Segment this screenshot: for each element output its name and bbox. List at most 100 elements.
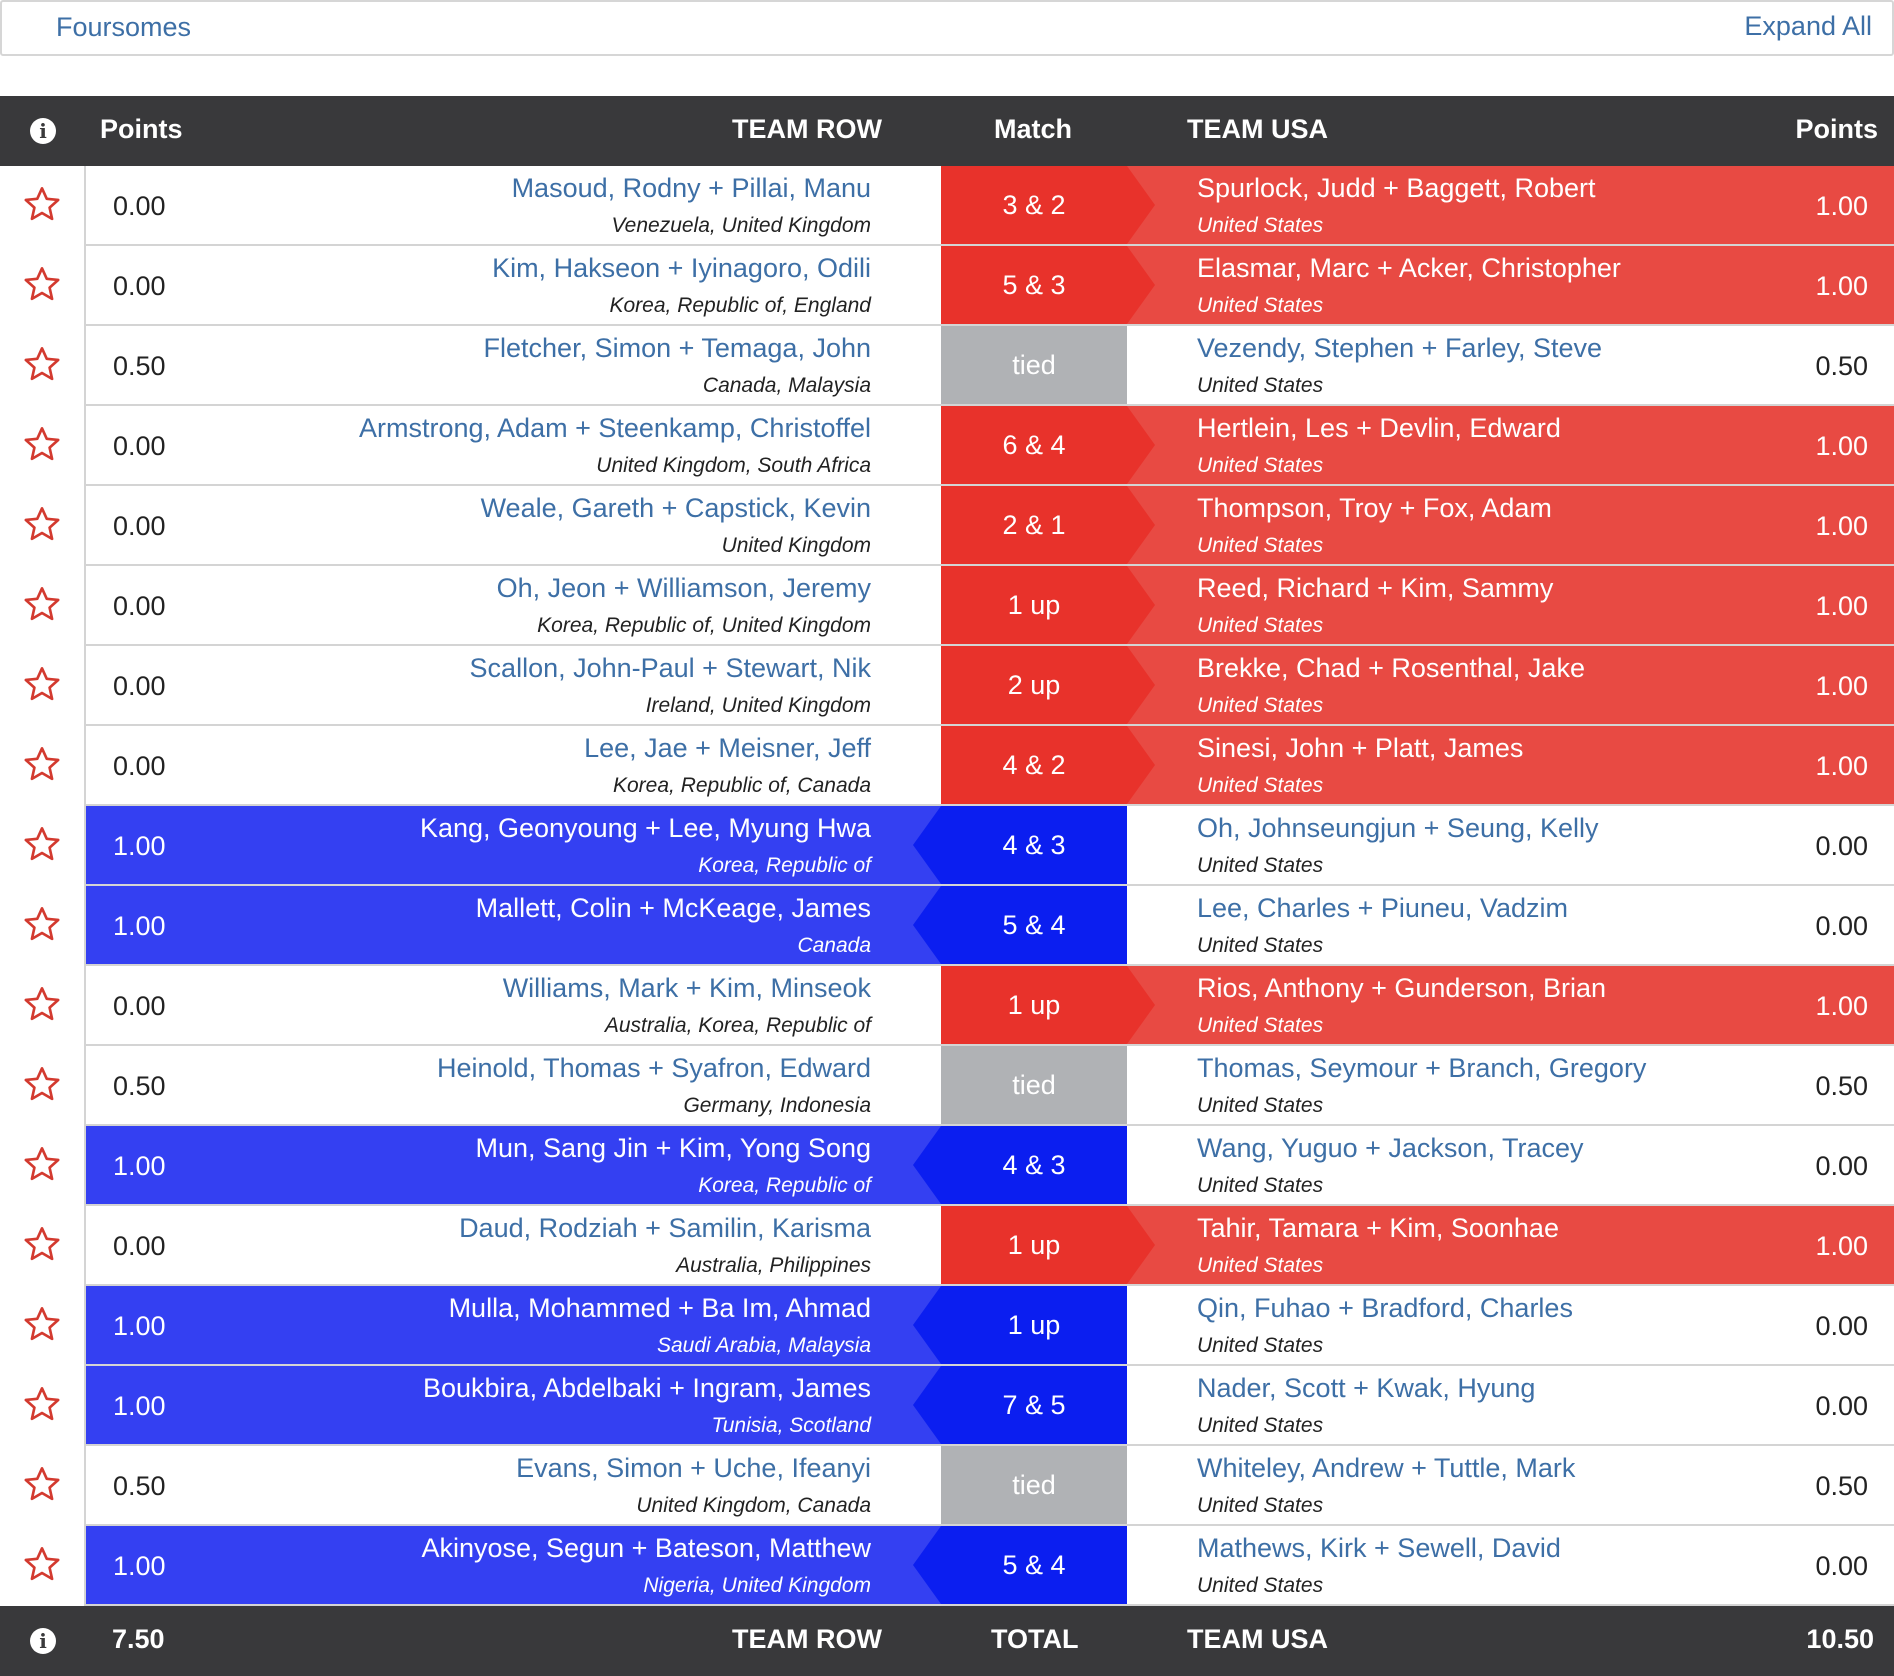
match-row[interactable]: 0.00 Kim, Hakseon + Iyinagoro, Odili Kor… — [0, 246, 1894, 326]
usa-players-link[interactable]: Thompson, Troy + Fox, Adam — [1197, 493, 1552, 523]
star-icon[interactable] — [22, 824, 62, 869]
row-players-link[interactable]: Weale, Gareth + Capstick, Kevin — [480, 493, 871, 523]
match-row[interactable]: 1.00 Akinyose, Segun + Bateson, Matthew … — [0, 1526, 1894, 1606]
star-icon[interactable] — [22, 744, 62, 789]
row-players-link[interactable]: Heinold, Thomas + Syafron, Edward — [437, 1053, 871, 1083]
match-row[interactable]: 1.00 Mallett, Colin + McKeage, James Can… — [0, 886, 1894, 966]
row-players-link[interactable]: Oh, Jeon + Williamson, Jeremy — [496, 573, 871, 603]
usa-players-link[interactable]: Oh, Johnseungjun + Seung, Kelly — [1197, 813, 1599, 843]
match-row[interactable]: 1.00 Mun, Sang Jin + Kim, Yong Song Kore… — [0, 1126, 1894, 1206]
star-icon[interactable] — [22, 184, 62, 229]
match-row[interactable]: 0.50 Heinold, Thomas + Syafron, Edward G… — [0, 1046, 1894, 1126]
match-result[interactable]: 6 & 4 — [941, 406, 1127, 484]
info-icon[interactable]: i — [30, 118, 56, 144]
match-result[interactable]: 5 & 4 — [941, 886, 1127, 964]
usa-players-link[interactable]: Mathews, Kirk + Sewell, David — [1197, 1533, 1561, 1563]
match-row[interactable]: 1.00 Boukbira, Abdelbaki + Ingram, James… — [0, 1366, 1894, 1446]
star-icon[interactable] — [22, 1064, 62, 1109]
usa-players-link[interactable]: Vezendy, Stephen + Farley, Steve — [1197, 333, 1602, 363]
usa-win-arrow — [1127, 406, 1155, 484]
usa-players-link[interactable]: Elasmar, Marc + Acker, Christopher — [1197, 253, 1621, 283]
row-players-link[interactable]: Masoud, Rodny + Pillai, Manu — [511, 173, 871, 203]
row-points: 1.00 — [113, 1391, 166, 1421]
star-icon[interactable] — [22, 584, 62, 629]
usa-win-arrow — [1127, 246, 1155, 324]
match-result[interactable]: 2 up — [941, 646, 1127, 724]
row-players-link[interactable]: Mulla, Mohammed + Ba Im, Ahmad — [448, 1293, 871, 1323]
footer-info-icon[interactable]: i — [30, 1628, 56, 1654]
match-result[interactable]: 3 & 2 — [941, 166, 1127, 244]
match-row[interactable]: 0.00 Oh, Jeon + Williamson, Jeremy Korea… — [0, 566, 1894, 646]
match-row[interactable]: 1.00 Kang, Geonyoung + Lee, Myung Hwa Ko… — [0, 806, 1894, 886]
match-result[interactable]: 2 & 1 — [941, 486, 1127, 564]
match-row[interactable]: 0.00 Weale, Gareth + Capstick, Kevin Uni… — [0, 486, 1894, 566]
star-icon[interactable] — [22, 504, 62, 549]
usa-players-link[interactable]: Sinesi, John + Platt, James — [1197, 733, 1524, 763]
row-players-link[interactable]: Scallon, John-Paul + Stewart, Nik — [469, 653, 871, 683]
expand-all-link[interactable]: Expand All — [1744, 11, 1872, 41]
match-result[interactable]: tied — [941, 1046, 1127, 1124]
usa-players-link[interactable]: Hertlein, Les + Devlin, Edward — [1197, 413, 1561, 443]
row-players-link[interactable]: Mallett, Colin + McKeage, James — [475, 893, 871, 923]
star-icon[interactable] — [22, 424, 62, 469]
star-icon[interactable] — [22, 1384, 62, 1429]
usa-players-link[interactable]: Spurlock, Judd + Baggett, Robert — [1197, 173, 1596, 203]
star-icon[interactable] — [22, 344, 62, 389]
row-players-link[interactable]: Lee, Jae + Meisner, Jeff — [584, 733, 871, 763]
match-result[interactable]: 1 up — [941, 1286, 1127, 1364]
match-row[interactable]: 0.00 Scallon, John-Paul + Stewart, Nik I… — [0, 646, 1894, 726]
star-icon[interactable] — [22, 1544, 62, 1589]
usa-players-link[interactable]: Tahir, Tamara + Kim, Soonhae — [1197, 1213, 1559, 1243]
usa-players-link[interactable]: Whiteley, Andrew + Tuttle, Mark — [1197, 1453, 1576, 1483]
usa-players-link[interactable]: Brekke, Chad + Rosenthal, Jake — [1197, 653, 1585, 683]
row-players-link[interactable]: Evans, Simon + Uche, Ifeanyi — [516, 1453, 871, 1483]
match-row[interactable]: 0.00 Williams, Mark + Kim, Minseok Austr… — [0, 966, 1894, 1046]
usa-players-link[interactable]: Reed, Richard + Kim, Sammy — [1197, 573, 1554, 603]
star-icon[interactable] — [22, 984, 62, 1029]
match-result[interactable]: 4 & 3 — [941, 1126, 1127, 1204]
row-players-link[interactable]: Armstrong, Adam + Steenkamp, Christoffel — [359, 413, 871, 443]
row-players-link[interactable]: Kim, Hakseon + Iyinagoro, Odili — [492, 253, 871, 283]
star-icon[interactable] — [22, 664, 62, 709]
usa-players-link[interactable]: Qin, Fuhao + Bradford, Charles — [1197, 1293, 1573, 1323]
usa-players-link[interactable]: Nader, Scott + Kwak, Hyung — [1197, 1373, 1536, 1403]
match-row[interactable]: 0.50 Fletcher, Simon + Temaga, John Cana… — [0, 326, 1894, 406]
row-players-link[interactable]: Mun, Sang Jin + Kim, Yong Song — [475, 1133, 871, 1163]
row-players-link[interactable]: Kang, Geonyoung + Lee, Myung Hwa — [419, 813, 871, 843]
match-result[interactable]: 1 up — [941, 966, 1127, 1044]
star-icon[interactable] — [22, 1224, 62, 1269]
match-row[interactable]: 0.50 Evans, Simon + Uche, Ifeanyi United… — [0, 1446, 1894, 1526]
match-result[interactable]: tied — [941, 1446, 1127, 1524]
match-row[interactable]: 0.00 Lee, Jae + Meisner, Jeff Korea, Rep… — [0, 726, 1894, 806]
star-icon[interactable] — [22, 904, 62, 949]
match-result[interactable]: 4 & 3 — [941, 806, 1127, 884]
round-toolbar: Foursomes Expand All — [0, 0, 1894, 56]
usa-players-country: United States — [1197, 1574, 1324, 1597]
star-icon[interactable] — [22, 1304, 62, 1349]
match-result[interactable]: 4 & 2 — [941, 726, 1127, 804]
round-name-link[interactable]: Foursomes — [56, 12, 192, 42]
match-row[interactable]: 1.00 Mulla, Mohammed + Ba Im, Ahmad Saud… — [0, 1286, 1894, 1366]
row-players-link[interactable]: Fletcher, Simon + Temaga, John — [483, 333, 871, 363]
usa-players-link[interactable]: Lee, Charles + Piuneu, Vadzim — [1197, 893, 1568, 923]
star-icon[interactable] — [22, 264, 62, 309]
row-players-link[interactable]: Daud, Rodziah + Samilin, Karisma — [459, 1213, 871, 1243]
match-row[interactable]: 0.00 Masoud, Rodny + Pillai, Manu Venezu… — [0, 166, 1894, 246]
match-row[interactable]: 0.00 Daud, Rodziah + Samilin, Karisma Au… — [0, 1206, 1894, 1286]
row-players-link[interactable]: Boukbira, Abdelbaki + Ingram, James — [423, 1373, 871, 1403]
footer-info-cell: i — [0, 1606, 86, 1676]
star-icon[interactable] — [22, 1144, 62, 1189]
match-result[interactable]: tied — [941, 326, 1127, 404]
match-row[interactable]: 0.00 Armstrong, Adam + Steenkamp, Christ… — [0, 406, 1894, 486]
row-players-link[interactable]: Williams, Mark + Kim, Minseok — [502, 973, 871, 1003]
row-players-link[interactable]: Akinyose, Segun + Bateson, Matthew — [421, 1533, 871, 1563]
star-icon[interactable] — [22, 1464, 62, 1509]
usa-players-link[interactable]: Wang, Yuguo + Jackson, Tracey — [1197, 1133, 1584, 1163]
match-result[interactable]: 5 & 3 — [941, 246, 1127, 324]
usa-players-link[interactable]: Rios, Anthony + Gunderson, Brian — [1197, 973, 1606, 1003]
match-result[interactable]: 7 & 5 — [941, 1366, 1127, 1444]
match-result[interactable]: 5 & 4 — [941, 1526, 1127, 1604]
match-result[interactable]: 1 up — [941, 566, 1127, 644]
match-result[interactable]: 1 up — [941, 1206, 1127, 1284]
usa-players-link[interactable]: Thomas, Seymour + Branch, Gregory — [1197, 1053, 1647, 1083]
